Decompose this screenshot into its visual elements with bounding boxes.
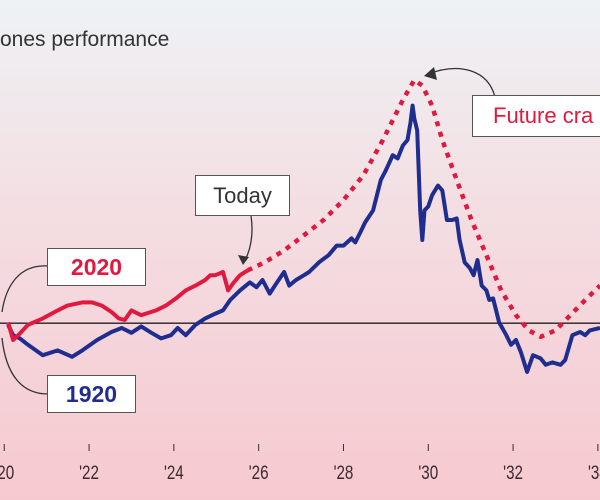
label-2020: 2020 <box>47 248 146 286</box>
series-line-2020 <box>6 268 249 342</box>
connectors <box>1 67 496 395</box>
x-tick-label: '24 <box>164 461 184 483</box>
x-tick-label: '20 <box>0 461 14 483</box>
label-future-crash: Future cra <box>472 95 600 137</box>
label-1920: 1920 <box>47 375 136 413</box>
chart-title: ones performance <box>0 28 170 51</box>
series-line-future-crash <box>246 77 600 340</box>
arrow-today <box>243 215 253 263</box>
label-today: Today <box>195 175 290 216</box>
x-tick-label: '22 <box>79 461 99 483</box>
x-tick-label: '30 <box>418 461 438 483</box>
connector-1920 <box>1 337 49 395</box>
connector-2020 <box>1 265 49 313</box>
x-tick-label: '26 <box>249 461 269 483</box>
series-line-1920 <box>6 103 600 374</box>
x-tick-label: '28 <box>334 461 354 483</box>
x-axis: '20 '22 '24 '26 '28 '30 '32 '34 <box>0 444 600 483</box>
arrow-future-head <box>424 67 437 80</box>
arrow-today-head <box>238 255 249 265</box>
arrow-future <box>427 67 496 98</box>
x-tick-label: '34 <box>588 461 600 483</box>
x-tick-label: '32 <box>503 461 523 483</box>
